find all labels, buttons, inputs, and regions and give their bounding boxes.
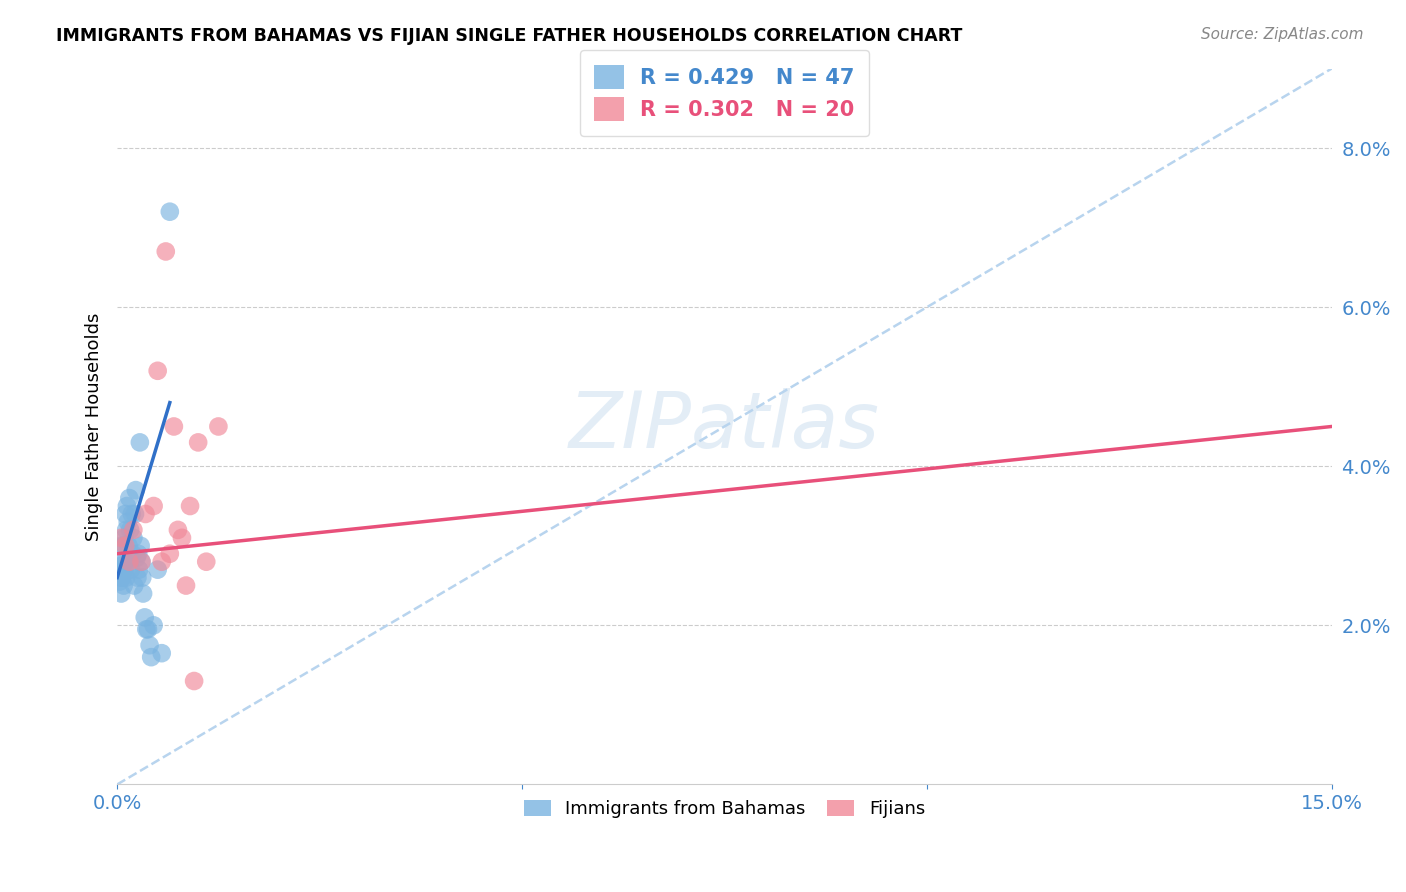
Point — [183, 673, 205, 688]
Point — [131, 555, 153, 569]
Point — [135, 623, 157, 637]
Point — [134, 610, 156, 624]
Point — [121, 547, 143, 561]
Point — [114, 507, 136, 521]
Point — [121, 507, 143, 521]
Point — [159, 204, 181, 219]
Point — [138, 638, 160, 652]
Point — [118, 491, 141, 505]
Point — [127, 547, 149, 561]
Point — [159, 547, 181, 561]
Point — [111, 566, 134, 581]
Point — [114, 563, 136, 577]
Point — [122, 531, 145, 545]
Point — [122, 578, 145, 592]
Point — [131, 555, 153, 569]
Point — [124, 507, 146, 521]
Point — [132, 586, 155, 600]
Point — [142, 499, 165, 513]
Point — [114, 539, 136, 553]
Point — [120, 563, 142, 577]
Point — [108, 563, 131, 577]
Point — [129, 539, 152, 553]
Point — [110, 571, 132, 585]
Point — [117, 539, 139, 553]
Point — [115, 571, 138, 585]
Text: ZIPatlas: ZIPatlas — [569, 389, 880, 465]
Point — [118, 555, 141, 569]
Point — [111, 571, 134, 585]
Point — [187, 435, 209, 450]
Point — [108, 574, 131, 589]
Point — [207, 419, 229, 434]
Point — [110, 539, 132, 553]
Point — [174, 578, 197, 592]
Point — [128, 435, 150, 450]
Point — [195, 555, 218, 569]
Point — [114, 555, 136, 569]
Point — [122, 523, 145, 537]
Point — [155, 244, 177, 259]
Point — [110, 531, 132, 545]
Point — [142, 618, 165, 632]
Point — [170, 531, 193, 545]
Point — [112, 578, 135, 592]
Legend: Immigrants from Bahamas, Fijians: Immigrants from Bahamas, Fijians — [516, 793, 932, 825]
Text: IMMIGRANTS FROM BAHAMAS VS FIJIAN SINGLE FATHER HOUSEHOLDS CORRELATION CHART: IMMIGRANTS FROM BAHAMAS VS FIJIAN SINGLE… — [56, 27, 963, 45]
Point — [131, 571, 153, 585]
Point — [128, 563, 150, 577]
Point — [141, 650, 163, 665]
Point — [115, 523, 138, 537]
Point — [111, 558, 134, 573]
Point — [111, 555, 134, 569]
Text: Source: ZipAtlas.com: Source: ZipAtlas.com — [1201, 27, 1364, 42]
Point — [127, 571, 149, 585]
Point — [150, 555, 173, 569]
Point — [179, 499, 201, 513]
Point — [146, 364, 169, 378]
Point — [120, 523, 142, 537]
Point — [163, 419, 186, 434]
Point — [135, 507, 157, 521]
Point — [115, 499, 138, 513]
Point — [110, 586, 132, 600]
Point — [112, 539, 135, 553]
Y-axis label: Single Father Households: Single Father Households — [86, 312, 103, 541]
Point — [114, 531, 136, 545]
Point — [136, 623, 159, 637]
Point — [167, 523, 190, 537]
Point — [150, 646, 173, 660]
Point — [125, 483, 148, 497]
Point — [117, 515, 139, 529]
Point — [125, 550, 148, 565]
Point — [146, 563, 169, 577]
